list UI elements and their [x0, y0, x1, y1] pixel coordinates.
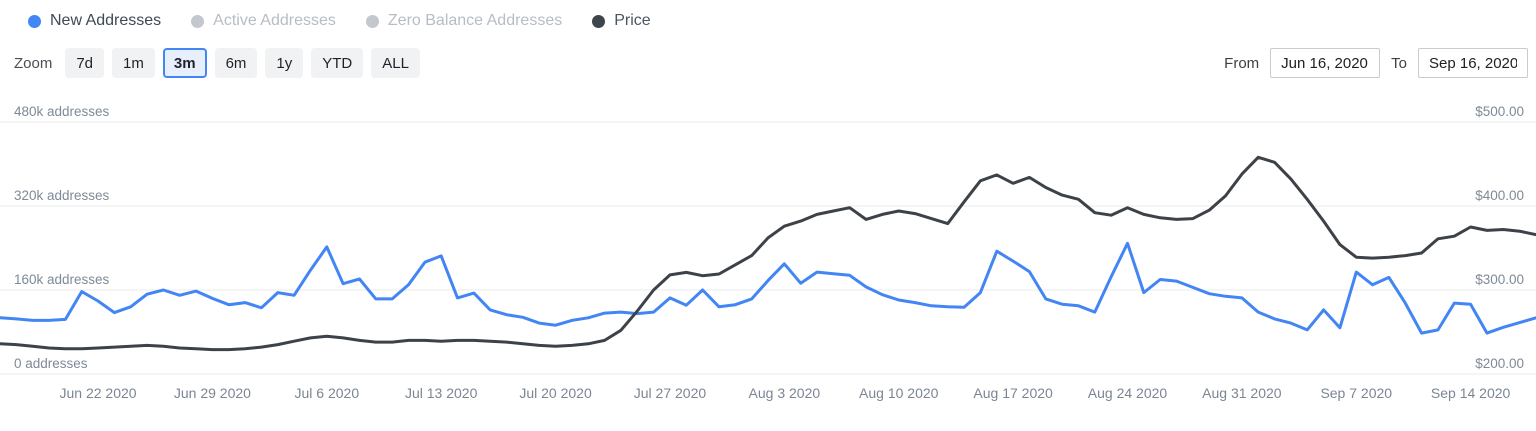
chart-canvas [0, 121, 1536, 375]
legend-item-new-addresses[interactable]: New Addresses [28, 12, 161, 30]
x-axis-label: Jun 22 2020 [59, 385, 137, 401]
zoom-range-buttons: 7d 1m 3m 6m 1y YTD ALL [65, 48, 420, 78]
zoom-range-1m[interactable]: 1m [112, 48, 155, 78]
x-axis-label: Jul 6 2020 [294, 385, 360, 401]
zoom-range-7d[interactable]: 7d [65, 48, 105, 78]
legend-label-new-addresses: New Addresses [50, 12, 162, 29]
x-axis-label: Aug 24 2020 [1087, 385, 1168, 401]
legend-dot-active-addresses [191, 14, 205, 28]
x-axis-label: Jul 27 2020 [633, 385, 707, 401]
legend-dot-price [592, 14, 606, 28]
y-axis-label-right: $200.00 [1475, 356, 1524, 371]
series-line-price [0, 155, 1536, 352]
legend-item-active-addresses[interactable]: Active Addresses [191, 12, 336, 30]
series-line-new-addresses [0, 241, 1536, 335]
legend-dot-zero-balance-addresses [365, 14, 379, 28]
y-axis-label-left: 480k addresses [14, 104, 110, 119]
y-axis-label-right: $500.00 [1475, 104, 1524, 119]
zoom-range-3m[interactable]: 3m [162, 48, 207, 78]
x-axis-label: Jul 13 2020 [404, 385, 478, 401]
x-axis-label: Aug 31 2020 [1202, 385, 1282, 401]
x-axis-label: Sep 14 2020 [1430, 385, 1511, 401]
x-axis-label: Jun 29 2020 [173, 385, 251, 401]
date-range: From To [1224, 48, 1528, 78]
to-label: To [1391, 54, 1407, 72]
x-axis-label: Jul 20 2020 [519, 385, 592, 401]
y-axis-label-left: 320k addresses [14, 188, 110, 203]
x-axis-label: Aug 3 2020 [748, 385, 821, 401]
zoom-range-6m[interactable]: 6m [214, 48, 258, 78]
chart-area[interactable]: 480k addresses 320k addresses 160k address… [0, 100, 1536, 420]
x-axis-label: Aug 17 2020 [973, 385, 1053, 401]
y-axis-label-left: 160k addresses [14, 272, 110, 287]
from-label: From [1224, 54, 1260, 72]
x-axis-label: Aug 10 2020 [859, 385, 939, 401]
legend-label-price: Price [614, 12, 651, 29]
zoom-range-ytd[interactable]: YTD [311, 48, 364, 78]
legend-item-zero-balance-addresses[interactable]: Zero Balance Addresses [365, 12, 563, 30]
y-axis-label-right: $300.00 [1475, 272, 1524, 287]
x-axis-label: Sep 7 2020 [1320, 385, 1393, 401]
y-axis-label-right: $400.00 [1475, 188, 1524, 203]
legend-item-price[interactable]: Price [592, 12, 651, 30]
from-date-input[interactable] [1270, 48, 1381, 78]
y-axis-label-left: 0 addresses [14, 356, 88, 371]
to-date-input[interactable] [1418, 48, 1528, 78]
zoom-range-all[interactable]: ALL [371, 48, 420, 78]
zoom-label: Zoom [14, 54, 53, 72]
legend-dot-new-addresses [28, 14, 41, 28]
legend-label-zero-balance-addresses: Zero Balance Addresses [387, 12, 563, 29]
legend-label-active-addresses: Active Addresses [213, 12, 336, 29]
zoom-range-1y[interactable]: 1y [265, 48, 304, 78]
legend: New Addresses Active Addresses Zero Balanc… [28, 9, 651, 33]
